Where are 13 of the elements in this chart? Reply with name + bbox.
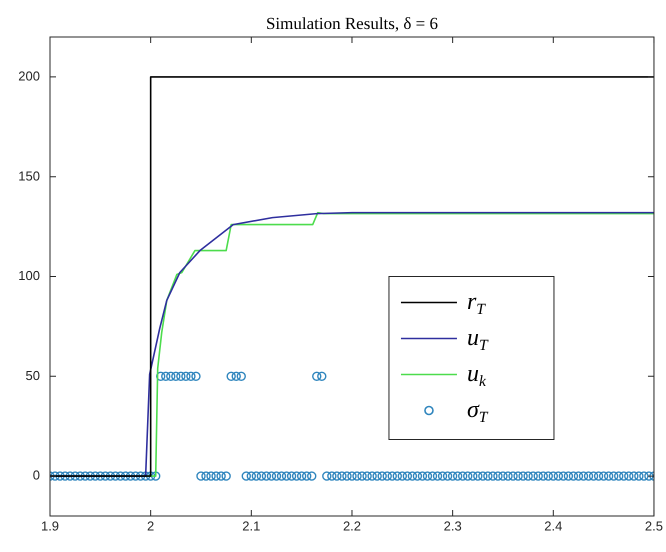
y-tick-label: 200 <box>18 68 40 84</box>
x-tick-label: 2.2 <box>342 518 362 534</box>
y-tick-label: 150 <box>18 168 40 184</box>
x-tick-label: 2.4 <box>544 518 562 534</box>
y-tick-label: 0 <box>32 468 40 483</box>
x-tick-label: 2.1 <box>242 518 260 534</box>
y-tick-label: 100 <box>18 268 40 284</box>
x-tick-label: 2 <box>147 518 154 534</box>
x-tick-label: 2.3 <box>444 518 462 534</box>
x-tick-label: 2.5 <box>644 518 664 534</box>
chart-title: Simulation Results, δ = 6 <box>266 14 438 33</box>
y-tick-label: 50 <box>26 368 40 383</box>
x-tick-label: 1.9 <box>40 518 60 534</box>
